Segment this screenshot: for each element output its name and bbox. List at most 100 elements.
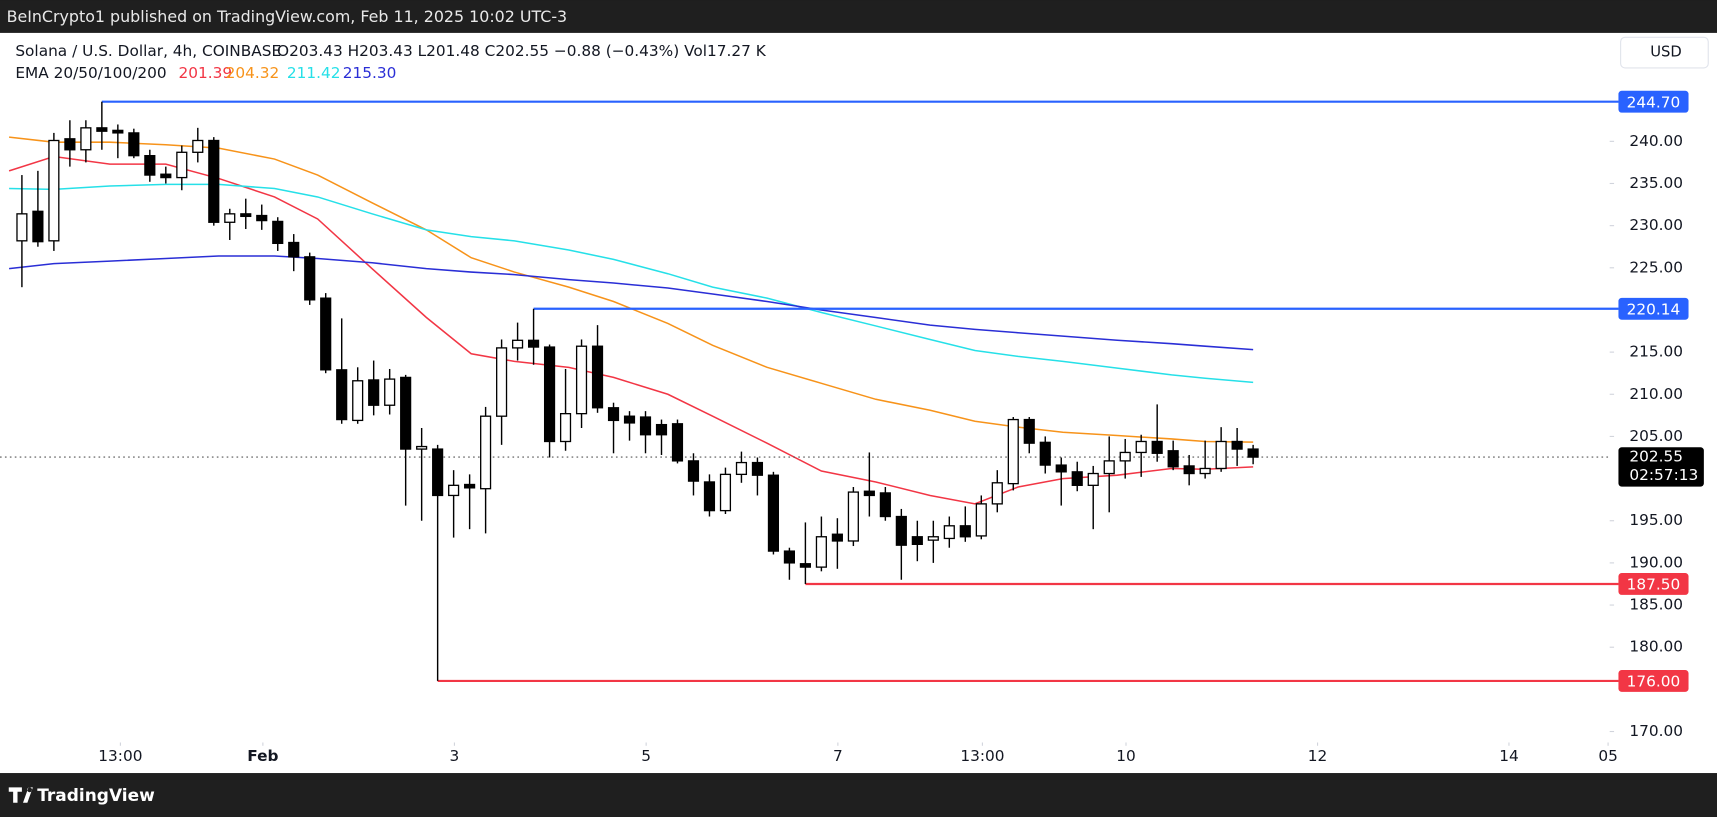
ohlc: O203.43 H203.43 L201.48 C202.55 −0.88 (−…	[277, 42, 767, 60]
x-tick-label: 7	[833, 747, 843, 765]
last-price-tag	[1618, 447, 1704, 487]
candle-body	[543, 346, 556, 443]
candle-body	[1055, 464, 1067, 473]
candle-body	[448, 484, 460, 497]
candle	[751, 457, 764, 496]
candle-body	[256, 214, 268, 222]
ema-line	[8, 155, 1254, 505]
candle	[16, 175, 28, 288]
level-label: 220.14	[1627, 300, 1681, 318]
candle	[847, 487, 859, 547]
candle	[639, 411, 652, 454]
level-tag	[1618, 669, 1689, 692]
candle-body	[751, 461, 764, 476]
candle-body	[1039, 441, 1051, 466]
level-tag	[1618, 297, 1689, 320]
y-tick-label: 180.00	[1629, 638, 1683, 656]
top-bar	[0, 0, 1717, 33]
candle-body	[895, 515, 907, 546]
candle-body	[671, 423, 684, 462]
candle-body	[160, 173, 172, 179]
x-tick-label: 3	[450, 747, 460, 765]
candle	[416, 427, 428, 521]
level-label: 244.70	[1627, 93, 1681, 111]
candle	[1023, 417, 1035, 454]
candle-body	[176, 151, 188, 179]
candle-body	[991, 482, 1003, 505]
brand: TradingView	[37, 786, 155, 806]
x-tick-label: 05	[1598, 747, 1618, 765]
candle-body	[336, 369, 348, 421]
candle-body	[1151, 440, 1163, 454]
ema-label: EMA 20/50/100/200	[15, 64, 166, 82]
candle	[352, 367, 364, 424]
candle-body	[1183, 465, 1195, 475]
candle	[240, 198, 252, 230]
candle	[831, 518, 843, 569]
candle-body	[464, 483, 476, 489]
candle-body	[1007, 418, 1019, 485]
candle-body	[815, 536, 827, 568]
ema-line	[9, 183, 1254, 384]
candle-body	[208, 139, 220, 223]
currency-button[interactable]	[1620, 36, 1709, 69]
candle	[959, 506, 971, 542]
candle-body	[703, 481, 716, 512]
publish-info: BeInCrypto1 published on TradingView.com…	[7, 7, 568, 26]
candle	[799, 522, 811, 584]
candle	[1071, 461, 1083, 492]
candle	[176, 145, 188, 191]
candle	[1135, 434, 1147, 477]
candle	[496, 339, 508, 445]
candle-body	[400, 376, 412, 450]
candle	[895, 508, 907, 580]
candle	[607, 402, 620, 454]
candle-body	[192, 139, 204, 153]
candle	[128, 128, 140, 159]
candle	[160, 166, 172, 184]
candle	[320, 293, 332, 374]
candle-body	[719, 473, 732, 512]
candle-body	[735, 461, 748, 476]
candle-body	[1215, 440, 1227, 470]
candle	[384, 368, 396, 415]
candle	[64, 120, 76, 167]
candle	[368, 360, 380, 416]
candle-body	[432, 448, 444, 497]
candle-body	[767, 474, 780, 552]
candle-body	[959, 525, 971, 538]
candle-body	[416, 445, 428, 450]
candle-body	[1103, 460, 1115, 475]
candle	[1231, 427, 1243, 466]
candle-body	[943, 525, 955, 540]
level-tag	[1618, 90, 1689, 113]
candle	[448, 470, 460, 538]
candle	[1183, 454, 1195, 486]
candle	[512, 322, 524, 361]
y-tick-label: 225.00	[1629, 258, 1683, 276]
candle	[735, 451, 748, 483]
candle-body	[591, 345, 604, 409]
candle-body	[911, 536, 923, 546]
candle-body	[831, 533, 843, 542]
tv-logo	[8, 787, 33, 803]
x-tick-label: 13:00	[960, 747, 1004, 765]
currency[interactable]: USD	[1650, 44, 1682, 61]
candle-body	[575, 345, 588, 415]
candle	[1215, 427, 1227, 472]
y-tick-label: 215.00	[1629, 343, 1683, 361]
candle-body	[559, 413, 572, 443]
ema-line	[9, 255, 1254, 351]
candle	[464, 474, 476, 530]
candle-body	[607, 407, 620, 422]
candle-body	[1119, 451, 1131, 462]
candle	[975, 495, 987, 540]
candle-body	[96, 127, 108, 132]
candle-body	[847, 491, 859, 542]
candle-body	[1199, 467, 1211, 475]
candle-body	[224, 213, 236, 223]
candle-body	[1167, 450, 1179, 468]
candle-body	[687, 460, 700, 482]
